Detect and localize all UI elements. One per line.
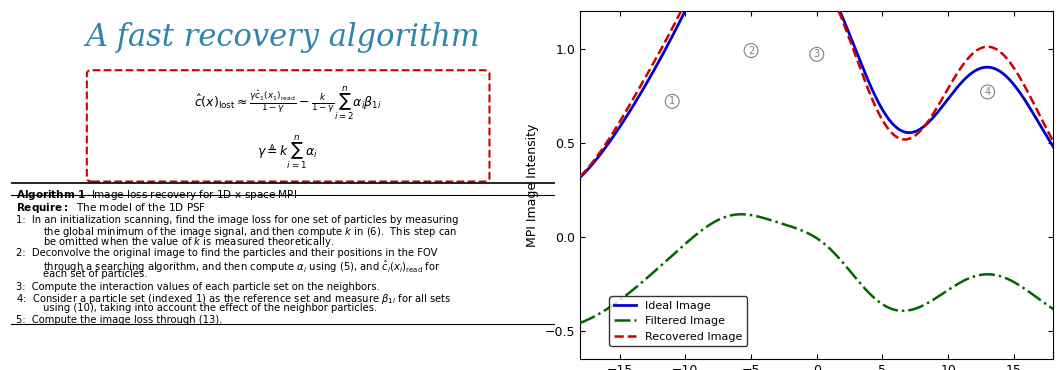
Text: 3: 3 — [814, 49, 820, 59]
Text: $\mathbf{Require:}$  The model of the 1D PSF: $\mathbf{Require:}$ The model of the 1D … — [16, 201, 206, 215]
Text: A fast recovery algorithm: A fast recovery algorithm — [85, 21, 480, 53]
Text: 2: 2 — [748, 46, 754, 56]
FancyBboxPatch shape — [87, 70, 489, 182]
Text: 2:  Deconvolve the original image to find the particles and their positions in t: 2: Deconvolve the original image to find… — [16, 248, 437, 258]
Text: be omitted when the value of $k$ is measured theoretically.: be omitted when the value of $k$ is meas… — [44, 235, 334, 249]
Text: 3:  Compute the interaction values of each particle set on the neighbors.: 3: Compute the interaction values of eac… — [16, 282, 380, 292]
Text: the global minimum of the image signal, and then compute $k$ in (6).  This step : the global minimum of the image signal, … — [44, 225, 458, 239]
Text: 1: 1 — [669, 96, 676, 106]
Text: 4:  Consider a particle set (indexed 1) as the reference set and measure $\beta_: 4: Consider a particle set (indexed 1) a… — [16, 292, 451, 306]
Text: $\gamma \triangleq k\sum_{i=1}^{n}\alpha_i$: $\gamma \triangleq k\sum_{i=1}^{n}\alpha… — [257, 133, 319, 171]
Text: using (10), taking into account the effect of the neighbor particles.: using (10), taking into account the effe… — [44, 303, 378, 313]
Text: each set of particles.: each set of particles. — [44, 269, 148, 279]
Text: 5:  Compute the image loss through (13).: 5: Compute the image loss through (13). — [16, 315, 222, 325]
Y-axis label: MPI Image Intensity: MPI Image Intensity — [527, 123, 539, 247]
Text: through a searching algorithm, and then compute $\alpha_i$ using (5), and $\hat{: through a searching algorithm, and then … — [44, 259, 440, 275]
Text: $\hat{c}(x)_{\rm lost} \approx \frac{\gamma\hat{c}_1(x_1)_{\rm read}}{1-\gamma} : $\hat{c}(x)_{\rm lost} \approx \frac{\ga… — [195, 84, 382, 122]
Text: 1:  In an initialization scanning, find the image loss for one set of particles : 1: In an initialization scanning, find t… — [16, 215, 459, 225]
Legend: Ideal Image, Filtered Image, Recovered Image: Ideal Image, Filtered Image, Recovered I… — [610, 296, 747, 346]
Text: 4: 4 — [984, 87, 991, 97]
Text: $\mathbf{Algorithm\ 1}$  Image loss recovery for 1D x-space MPI: $\mathbf{Algorithm\ 1}$ Image loss recov… — [16, 188, 297, 202]
